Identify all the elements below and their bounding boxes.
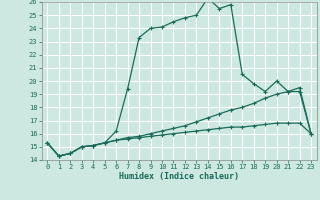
X-axis label: Humidex (Indice chaleur): Humidex (Indice chaleur) (119, 172, 239, 181)
